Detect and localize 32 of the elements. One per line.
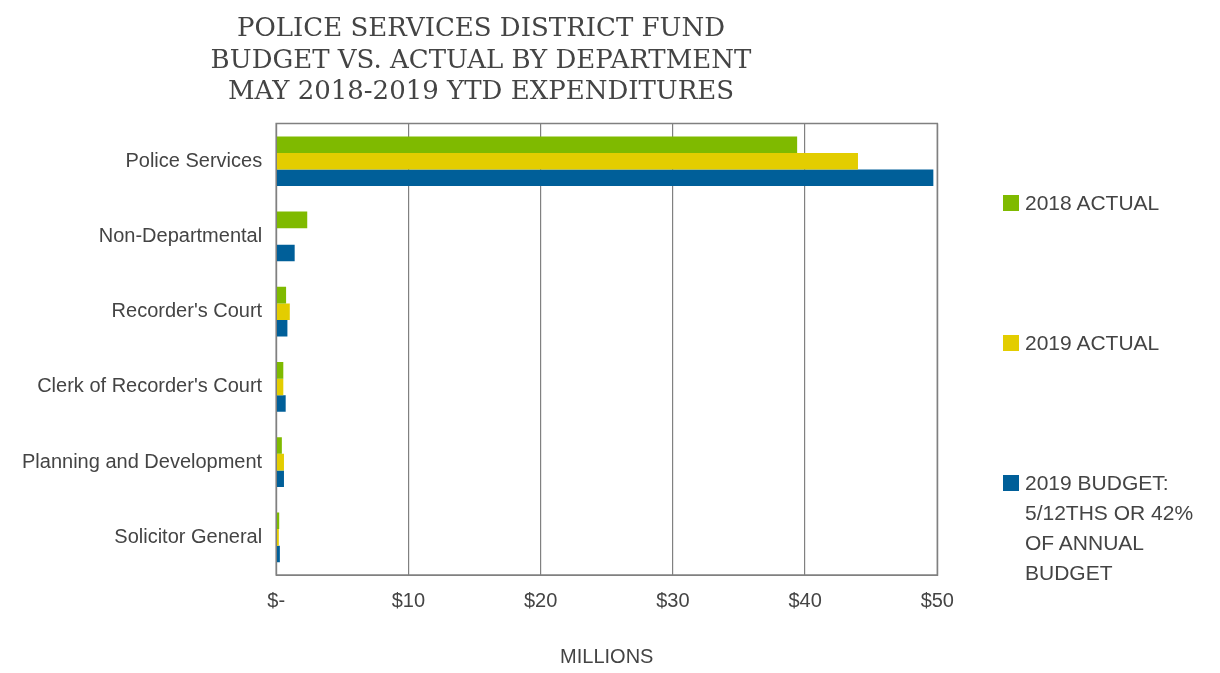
x-axis-title: MILLIONS bbox=[560, 644, 654, 667]
x-tick-label: $10 bbox=[391, 588, 426, 611]
chart-title: POLICE SERVICES DISTRICT FUND BUDGET VS. ACTUAL BY DEPARTMENT MAY 2018-2019 YTD EXPENDITURES bbox=[210, 12, 753, 105]
bar bbox=[276, 244, 295, 262]
bar bbox=[276, 211, 308, 229]
bar bbox=[276, 453, 284, 471]
bar bbox=[276, 303, 290, 320]
bar bbox=[276, 529, 279, 546]
legend-label: 2018 ACTUAL bbox=[1025, 190, 1161, 216]
y-tick-label: Police Services bbox=[125, 148, 263, 171]
y-tick-label: Recorder's Court bbox=[111, 299, 263, 322]
bar bbox=[276, 169, 934, 187]
bar bbox=[276, 319, 288, 337]
bar bbox=[276, 152, 858, 170]
x-tick-label: $40 bbox=[788, 588, 822, 611]
bar bbox=[276, 136, 798, 153]
bar bbox=[276, 395, 286, 412]
x-tick-label: $50 bbox=[920, 588, 954, 611]
x-tick-label: $20 bbox=[523, 588, 558, 611]
y-tick-label: Clerk of Recorder's Court bbox=[37, 374, 263, 397]
y-tick-label: Planning and Development bbox=[21, 449, 263, 472]
y-tick-label: Solicitor General bbox=[114, 524, 263, 547]
bar bbox=[276, 362, 284, 379]
y-tick-label: Non-Departmental bbox=[98, 223, 263, 246]
legend-label: 2019 BUDGET: 5/12THS OR 42% OF ANNUAL BUDGET bbox=[1025, 470, 1195, 586]
bar bbox=[276, 437, 282, 454]
bar bbox=[276, 545, 280, 563]
bar bbox=[276, 470, 284, 487]
legend-label: 2019 ACTUAL bbox=[1025, 330, 1161, 356]
bar bbox=[276, 286, 287, 304]
x-tick-label: $- bbox=[267, 588, 286, 611]
x-tick-label: $30 bbox=[656, 588, 690, 611]
